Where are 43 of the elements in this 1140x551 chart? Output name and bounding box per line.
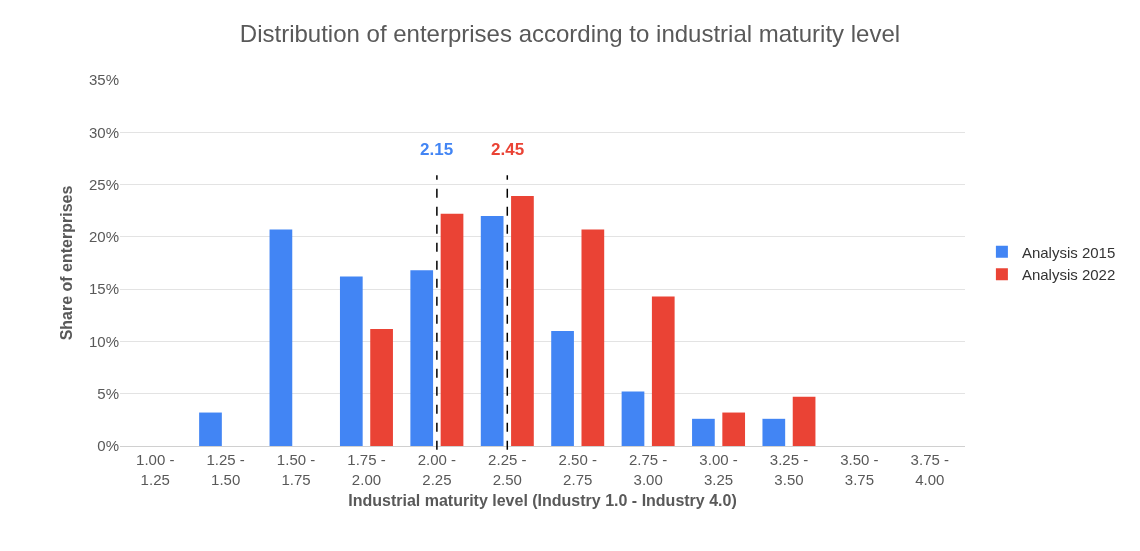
bar [199, 412, 222, 446]
x-tick-label: 3.50 - 3.75 [840, 451, 879, 488]
x-tick-label: 3.00 - 3.25 [699, 451, 738, 488]
x-tick-label: 1.00 - 1.25 [136, 451, 175, 488]
bar [339, 276, 363, 446]
x-tick-label: 2.00 - 2.25 [417, 451, 457, 488]
bar [480, 215, 504, 446]
y-tick-label: 10% [88, 332, 119, 350]
y-tick-label: 15% [88, 280, 119, 298]
bar [410, 270, 434, 446]
ref-line-label: 2.15 [420, 140, 454, 159]
y-tick-label: 30% [88, 123, 119, 141]
bar [440, 213, 464, 446]
chart-title: Distribution of enterprises according to industrial maturity level [239, 19, 901, 47]
bar [511, 196, 534, 446]
bar [722, 412, 746, 446]
legend-label: Analysis 2022 [1021, 266, 1116, 284]
bar [581, 229, 605, 446]
bar [651, 296, 675, 446]
x-tick-label: 3.75 - 4.00 [910, 451, 949, 488]
x-tick-label: 3.25 - 3.50 [769, 451, 809, 488]
y-tick-label: 25% [88, 175, 119, 193]
x-tick-label: 1.25 - 1.50 [206, 451, 245, 488]
y-axis-title: Share of enterprises [57, 185, 75, 341]
bar [692, 418, 715, 446]
x-tick-label: 1.75 - 2.00 [347, 451, 386, 488]
x-tick-label: 2.75 - 3.00 [628, 451, 668, 488]
y-tick-label: 20% [88, 228, 119, 246]
bar [792, 396, 816, 446]
bar [370, 328, 393, 446]
x-axis-title: Industrial maturity level (Industry 1.0 - Industry 4.0) [348, 492, 737, 510]
y-tick-label: 5% [97, 384, 119, 402]
bar [551, 330, 574, 446]
ref-line-label: 2.45 [491, 140, 525, 159]
x-tick-label: 1.50 - 1.75 [276, 451, 316, 488]
legend-label: Analysis 2015 [1021, 243, 1116, 261]
bar [621, 391, 645, 446]
x-tick-label: 2.25 - 2.50 [488, 451, 527, 488]
bar [269, 229, 293, 446]
y-tick-label: 0% [97, 437, 119, 455]
x-tick-label: 2.50 - 2.75 [558, 451, 597, 488]
y-tick-label: 35% [88, 71, 119, 89]
bar [762, 418, 786, 446]
